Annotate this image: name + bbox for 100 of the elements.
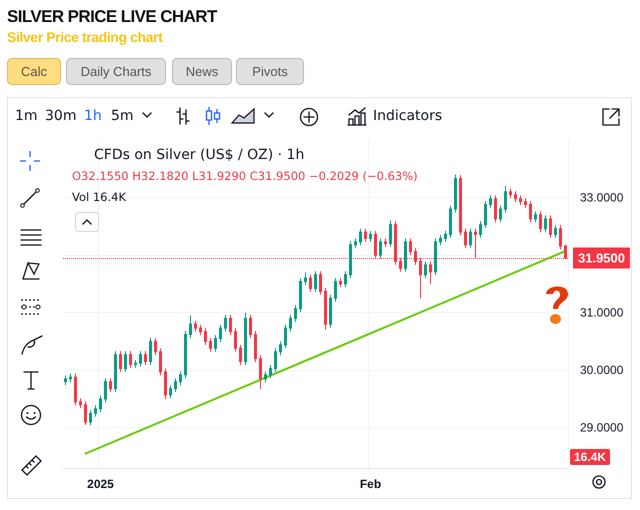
candlestick [149,337,152,366]
candlestick [319,270,322,296]
candlestick [289,314,292,332]
candlestick [464,228,467,249]
candlestick [94,404,97,418]
candlestick [184,330,187,379]
candlestick [64,374,67,386]
candlestick [114,350,117,393]
candlestick [369,230,372,242]
candlestick [239,344,242,366]
candlestick [99,394,102,413]
candlestick [224,314,227,332]
candlestick [234,328,237,352]
candlestick [69,373,72,383]
candlestick [524,198,527,208]
candlestick [84,400,87,426]
candlestick [389,220,392,248]
candlestick [284,324,287,349]
candlestick [119,350,122,372]
candlestick [79,398,82,409]
chart-subtitle: Silver Price trading chart [7,29,162,45]
ref-line-label: 31.9500 [578,250,625,266]
candlestick [219,324,222,342]
candlestick [304,272,307,286]
candlestick [539,210,542,233]
candlestick [379,238,382,260]
candlestick [444,230,447,242]
candlestick [499,205,502,223]
candlestick [344,270,347,288]
candlestick [554,224,557,238]
candlestick [549,214,552,238]
candlestick [314,270,317,292]
candlestick [404,238,407,272]
candlestick [454,174,457,214]
y-tick-label: 29.0000 [580,420,624,435]
candlestick [529,200,532,223]
candlestick [279,340,282,356]
text: 1h [84,108,102,124]
candlestick [424,260,427,279]
candlestick [469,228,472,249]
text: Pivots [236,58,304,85]
candlestick [179,370,182,386]
text: 5m [111,108,134,124]
text: 30m [45,108,76,124]
text: Indicators [373,108,442,124]
candlestick [269,364,272,379]
candlestick [509,188,512,199]
candlestick [359,228,362,246]
candlestick [354,238,357,249]
candlestick [209,337,212,352]
candlestick [534,210,537,223]
y-tick-label: 33.0000 [580,190,624,205]
candlestick [489,194,492,208]
annotation: CFDs on Silver (US$ / OZ) · 1h [94,147,304,163]
candlestick [144,350,147,366]
candlestick [429,260,432,284]
candlestick [154,337,157,356]
candlestick [229,314,232,336]
y-tick-label: 30.0000 [580,363,624,378]
candlestick [349,240,352,279]
candlestick [559,224,562,250]
candlestick [199,324,202,336]
candlestick [324,287,327,330]
candlestick [504,186,507,214]
candlestick [409,238,412,256]
candlestick [494,194,497,223]
candlestick [459,174,462,236]
candlestick [164,368,167,400]
candlestick [434,238,437,276]
candlestick [189,315,192,338]
candlestick [514,190,517,203]
candlestick [104,378,107,403]
candlestick [89,409,92,426]
candlestick [109,378,112,393]
candlestick [329,294,332,328]
candlestick [309,274,312,292]
candlestick [204,328,207,346]
candlestick [449,205,452,238]
candlestick [124,350,127,372]
annotation: O32.1550 H32.1820 L31.9290 C31.9500 −0.2029 (−0.63%) [72,169,418,183]
text: Daily Charts [66,58,166,85]
candlestick [244,312,247,366]
candlestick [294,304,297,322]
candlestick [479,220,482,238]
candlestick [484,200,487,229]
candlestick [384,238,387,248]
candlestick [249,314,252,338]
text: Calc [7,58,61,85]
text: News [172,58,232,85]
candlestick [519,194,522,206]
annotation: Vol 16.4K [72,190,126,204]
y-tick-label: 31.0000 [580,306,624,320]
candlestick [74,373,77,406]
candlestick [129,350,132,368]
candlestick [544,214,547,233]
candlestick [169,384,172,399]
candlestick [139,350,142,368]
x-tick-label: 2025 [87,477,114,491]
candlestick [264,370,267,383]
text: 1m [15,108,38,124]
